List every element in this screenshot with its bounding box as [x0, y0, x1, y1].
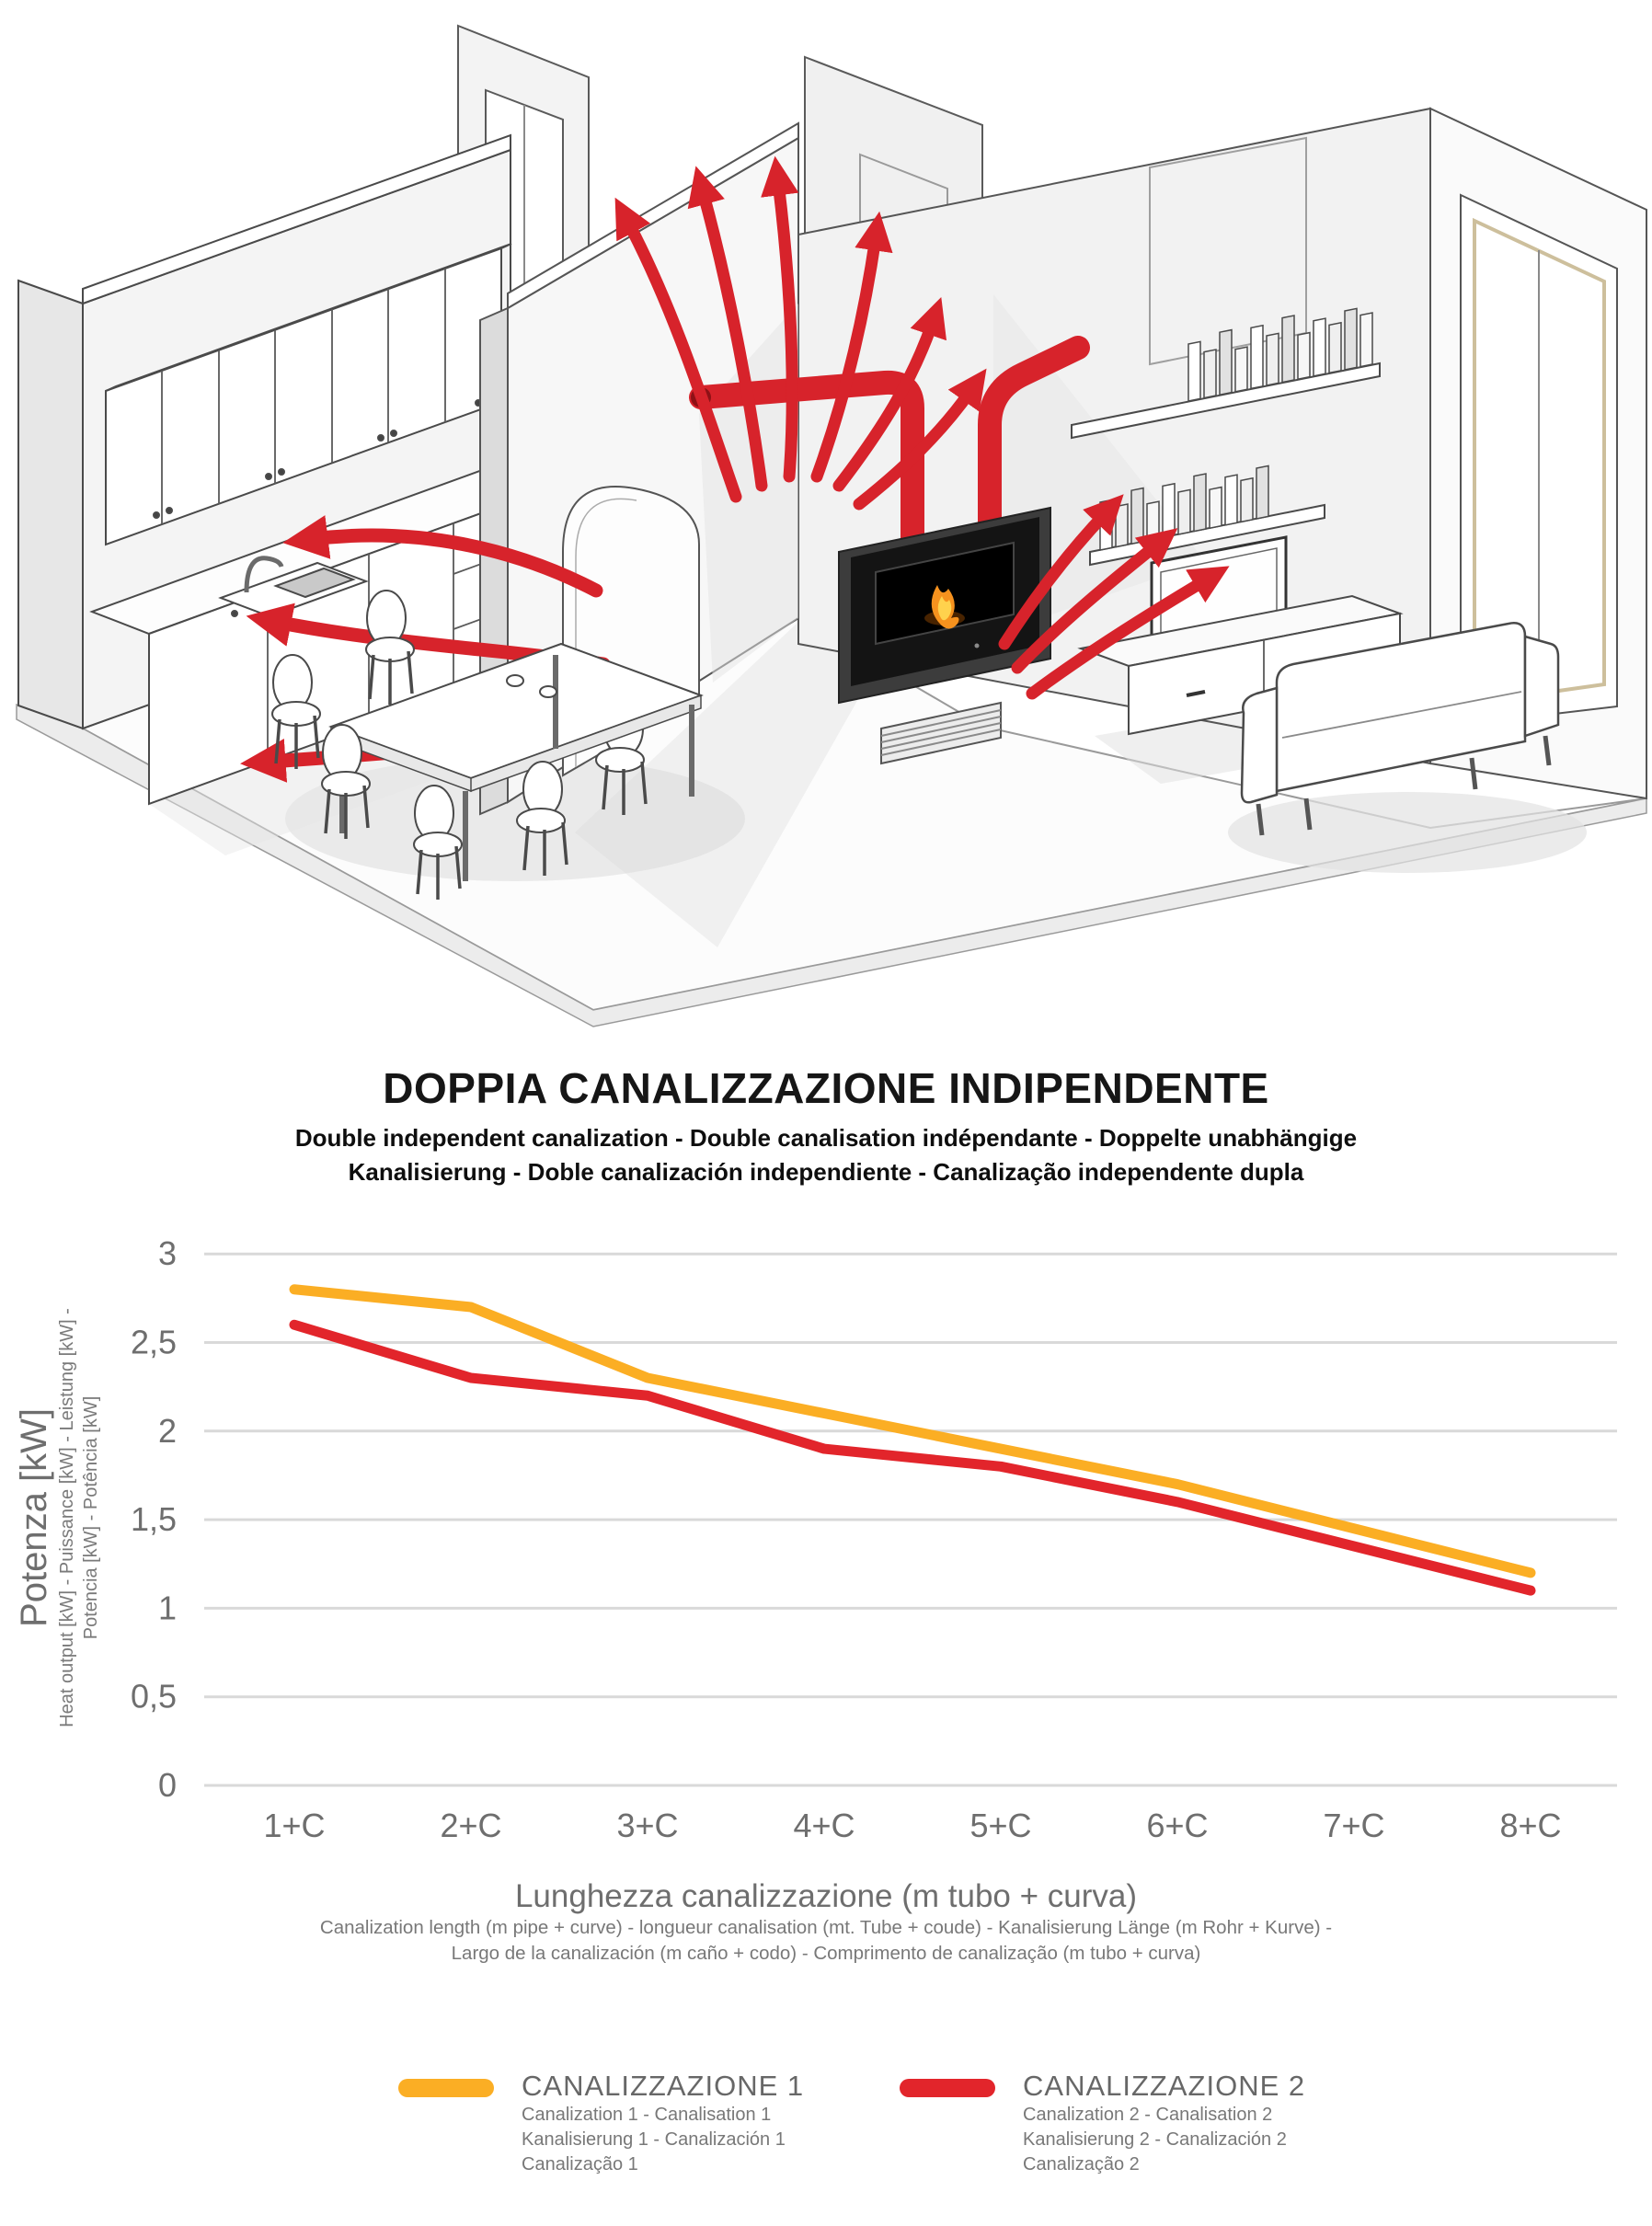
- x-tick-label: 8+C: [1499, 1807, 1561, 1844]
- page-subtitle: Double independent canalization - Double…: [0, 1121, 1652, 1189]
- arrows-upper-room: [614, 155, 987, 511]
- chair: [516, 761, 568, 876]
- kitchen-cabinets: [105, 243, 512, 546]
- sofa-shadow: [1228, 792, 1587, 873]
- series-1-sub-1: Canalization 1 - Canalisation 1: [522, 2105, 772, 2125]
- y-tick-label: 1,5: [131, 1500, 177, 1538]
- series-1-name: CANALIZZAZIONE 1: [522, 2070, 805, 2102]
- series-2-sub-2: Kanalisierung 2 - Canalización 2: [1023, 2129, 1287, 2150]
- chair: [271, 654, 321, 769]
- vent-grille: [880, 701, 1002, 765]
- line-chart: 3 2,5 2 1,5 1 0,5 0 1+C 2+C 3+C 4+C 5+C 6+C 7+C 8+C: [131, 1234, 1617, 1844]
- chair: [365, 590, 415, 705]
- sofa: [1240, 622, 1560, 836]
- title-block: DOPPIA CANALIZZAZIONE INDIPENDENTE Doubl…: [0, 1063, 1652, 1189]
- x-axis-title-sub-1: Canalization length (m pipe + curve) - l…: [319, 1917, 1333, 1938]
- x-axis-title: Lunghezza canalizzazione (m tubo + curva…: [0, 1878, 1652, 1967]
- y-tick-label: 0: [158, 1766, 177, 1804]
- subtitle-line-2: Kanalisierung - Doble canalización indep…: [348, 1158, 1304, 1186]
- legend-item-canalizzazione-1: CANALIZZAZIONE 1 Canalization 1 - Canali…: [398, 2070, 804, 2177]
- legend-item-canalizzazione-2: CANALIZZAZIONE 2 Canalization 2 - Canali…: [900, 2070, 1305, 2177]
- pellet-stove-insert: [838, 506, 1051, 765]
- cup-icon: [506, 674, 524, 687]
- x-tick-label: 6+C: [1146, 1807, 1208, 1844]
- series-1-sub-3: Canalização 1: [522, 2154, 638, 2174]
- x-tick-label: 1+C: [263, 1807, 325, 1844]
- legend-text: CANALIZZAZIONE 1 Canalization 1 - Canali…: [522, 2070, 804, 2177]
- series-1-swatch-icon: [398, 2079, 494, 2097]
- y-tick-label: 0,5: [131, 1678, 177, 1715]
- legend-text: CANALIZZAZIONE 2 Canalization 2 - Canali…: [1023, 2070, 1305, 2177]
- x-tick-label: 5+C: [969, 1807, 1031, 1844]
- series-2-sub-1: Canalization 2 - Canalisation 2: [1023, 2105, 1273, 2125]
- series-2-swatch-icon: [900, 2079, 995, 2097]
- x-tick-label: 4+C: [793, 1807, 855, 1844]
- arrows-living-room: [998, 494, 1230, 700]
- series-2-sub-3: Canalização 2: [1023, 2154, 1140, 2174]
- y-tick-label: 2,5: [131, 1324, 177, 1361]
- page-title: DOPPIA CANALIZZAZIONE INDIPENDENTE: [383, 1064, 1269, 1112]
- house-illustration: [16, 24, 1647, 1027]
- dining-area: [271, 590, 704, 900]
- subtitle-line-1: Double independent canalization - Double…: [294, 1124, 1358, 1152]
- x-axis-title-main: Lunghezza canalizzazione (m tubo + curva…: [514, 1878, 1138, 1914]
- x-tick-label: 2+C: [440, 1807, 501, 1844]
- faucet-icon: [244, 556, 284, 593]
- books-row: [1187, 307, 1373, 402]
- series-line-canalizzazione-2: [289, 1319, 1536, 1596]
- chair: [321, 724, 371, 839]
- x-axis-title-sub-2: Largo de la canalización (m caño + codo)…: [451, 1943, 1201, 1964]
- flame-icon: [924, 585, 965, 629]
- x-tick-label: 3+C: [616, 1807, 678, 1844]
- table-shadow: [285, 756, 745, 881]
- cup-icon: [539, 685, 557, 698]
- chair: [413, 785, 463, 900]
- series-2-name: CANALIZZAZIONE 2: [1023, 2070, 1306, 2102]
- large-window: [1460, 193, 1618, 727]
- y-tick-label: 1: [158, 1589, 177, 1626]
- series-1-sub-2: Kanalisierung 1 - Canalización 1: [522, 2129, 786, 2150]
- series-line-canalizzazione-1: [289, 1284, 1536, 1578]
- y-tick-label: 3: [158, 1234, 177, 1272]
- x-tick-label: 7+C: [1323, 1807, 1384, 1844]
- y-tick-label: 2: [158, 1412, 177, 1450]
